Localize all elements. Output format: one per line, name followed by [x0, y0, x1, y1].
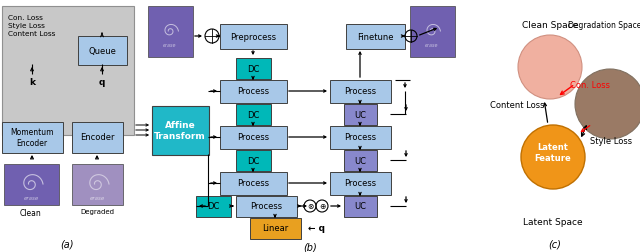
FancyBboxPatch shape: [220, 80, 287, 103]
FancyBboxPatch shape: [77, 36, 127, 65]
Text: Affine
Transform: Affine Transform: [154, 121, 206, 140]
FancyBboxPatch shape: [195, 196, 230, 217]
Text: Process: Process: [250, 202, 282, 211]
Text: Con. Loss
Style Loss
Content Loss: Con. Loss Style Loss Content Loss: [8, 15, 56, 37]
Text: Latent
Feature: Latent Feature: [534, 143, 572, 162]
Text: Process: Process: [237, 87, 269, 96]
Text: (c): (c): [548, 239, 561, 249]
Text: Process: Process: [344, 87, 376, 96]
Text: Process: Process: [344, 179, 376, 188]
Text: ⊗: ⊗: [307, 202, 313, 211]
Text: Latent Space: Latent Space: [523, 218, 583, 227]
FancyBboxPatch shape: [72, 122, 122, 153]
Text: Clean: Clean: [20, 208, 42, 217]
Text: ← q: ← q: [308, 224, 325, 233]
FancyBboxPatch shape: [330, 172, 390, 195]
Text: ⊕: ⊕: [319, 202, 325, 211]
Text: erase: erase: [90, 195, 104, 200]
Text: Style Loss: Style Loss: [590, 136, 632, 145]
Text: Con. Loss: Con. Loss: [570, 80, 610, 89]
Text: Process: Process: [344, 133, 376, 142]
FancyBboxPatch shape: [236, 104, 271, 125]
FancyBboxPatch shape: [346, 24, 404, 49]
FancyBboxPatch shape: [410, 7, 454, 57]
Text: UC: UC: [354, 110, 366, 119]
Text: DC: DC: [247, 64, 259, 73]
Circle shape: [518, 36, 582, 100]
Text: Clean Space: Clean Space: [522, 20, 578, 29]
Text: q: q: [99, 78, 105, 87]
Text: erase: erase: [425, 42, 439, 47]
FancyBboxPatch shape: [72, 164, 122, 205]
FancyBboxPatch shape: [344, 150, 376, 171]
FancyBboxPatch shape: [344, 104, 376, 125]
Text: Linear: Linear: [262, 224, 288, 233]
Circle shape: [575, 70, 640, 139]
Text: Momentum
Encoder: Momentum Encoder: [10, 128, 54, 147]
Text: Finetune: Finetune: [356, 32, 393, 41]
Text: k: k: [29, 78, 35, 87]
Text: DC: DC: [247, 156, 259, 165]
FancyBboxPatch shape: [1, 122, 63, 153]
Text: Process: Process: [237, 179, 269, 188]
FancyBboxPatch shape: [220, 172, 287, 195]
Text: Encoder: Encoder: [80, 133, 115, 142]
FancyBboxPatch shape: [3, 164, 58, 205]
Text: DC: DC: [207, 202, 219, 211]
Text: Process: Process: [237, 133, 269, 142]
Text: DC: DC: [247, 110, 259, 119]
FancyBboxPatch shape: [220, 126, 287, 149]
FancyBboxPatch shape: [344, 196, 376, 217]
Text: erase: erase: [163, 42, 177, 47]
Text: Queue: Queue: [88, 46, 116, 55]
Text: (b): (b): [303, 242, 317, 252]
FancyBboxPatch shape: [1, 7, 134, 135]
FancyBboxPatch shape: [236, 196, 296, 217]
Text: UC: UC: [354, 202, 366, 211]
FancyBboxPatch shape: [236, 150, 271, 171]
FancyBboxPatch shape: [147, 7, 193, 57]
Text: erase: erase: [24, 195, 38, 200]
Text: UC: UC: [354, 156, 366, 165]
Text: Degraded: Degraded: [80, 208, 114, 214]
FancyBboxPatch shape: [330, 126, 390, 149]
FancyBboxPatch shape: [250, 218, 301, 239]
Text: Degradation Space: Degradation Space: [568, 20, 640, 29]
Text: (a): (a): [60, 239, 74, 249]
Text: Content Loss: Content Loss: [490, 100, 545, 109]
FancyBboxPatch shape: [330, 80, 390, 103]
FancyBboxPatch shape: [220, 24, 287, 49]
FancyBboxPatch shape: [236, 58, 271, 79]
Text: Preprocess: Preprocess: [230, 32, 276, 41]
FancyBboxPatch shape: [152, 106, 209, 155]
Circle shape: [521, 125, 585, 189]
